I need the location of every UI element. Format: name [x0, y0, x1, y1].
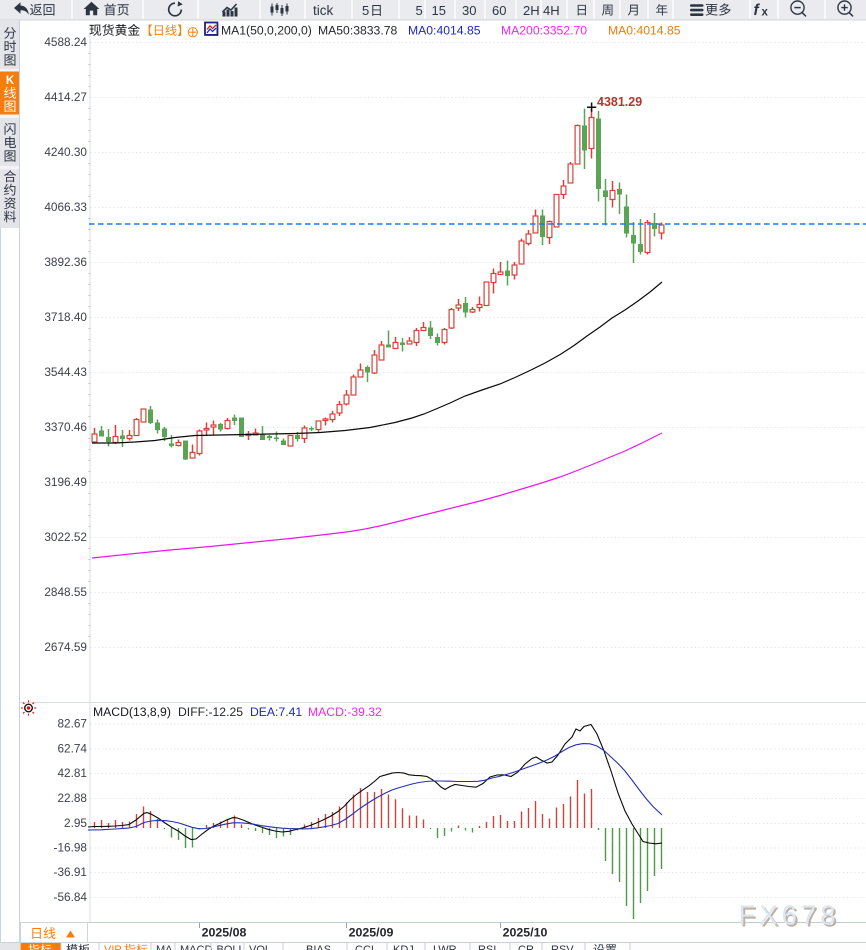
svg-text:3022.52: 3022.52: [44, 530, 87, 544]
svg-text:DIFF:-12.25: DIFF:-12.25: [178, 705, 243, 719]
svg-text:3544.43: 3544.43: [44, 365, 87, 379]
svg-text:MACD:-39.32: MACD:-39.32: [308, 705, 382, 719]
svg-text:2025/08: 2025/08: [202, 926, 247, 940]
svg-text:K: K: [6, 75, 15, 87]
svg-text:MA200:3352.70: MA200:3352.70: [501, 24, 587, 38]
svg-text:MA1(50,0,200,0): MA1(50,0,200,0): [221, 24, 312, 38]
svg-text:5: 5: [362, 3, 369, 18]
svg-text:4381.29: 4381.29: [597, 95, 642, 109]
svg-text:MACD: MACD: [180, 944, 212, 950]
svg-text:3892.36: 3892.36: [44, 255, 87, 269]
svg-text:4588.24: 4588.24: [44, 35, 87, 49]
svg-text:x: x: [762, 7, 769, 19]
svg-text:tick: tick: [313, 3, 334, 18]
svg-text:MA0:4014.85: MA0:4014.85: [408, 24, 481, 38]
svg-text:FX678: FX678: [740, 901, 841, 932]
svg-text:2848.55: 2848.55: [44, 585, 87, 599]
svg-text:MACD(13,8,9): MACD(13,8,9): [93, 705, 171, 719]
svg-text:60: 60: [492, 3, 506, 18]
svg-text:CCI: CCI: [355, 944, 374, 950]
svg-text:42.81: 42.81: [57, 766, 87, 780]
svg-text:15: 15: [432, 3, 446, 18]
svg-text:62.74: 62.74: [57, 742, 87, 756]
svg-text:KDJ: KDJ: [393, 944, 414, 950]
svg-text:BIAS: BIAS: [306, 944, 331, 950]
svg-text:3196.49: 3196.49: [44, 475, 87, 489]
svg-text:2674.59: 2674.59: [44, 640, 87, 654]
svg-text:CR: CR: [518, 944, 534, 950]
svg-text:30: 30: [462, 3, 476, 18]
svg-text:LWR: LWR: [433, 944, 457, 950]
svg-text:VOL: VOL: [249, 944, 271, 950]
svg-text:2.95: 2.95: [64, 816, 87, 830]
svg-text:4414.27: 4414.27: [44, 90, 87, 104]
svg-text:f: f: [754, 2, 761, 19]
svg-text:MA50:3833.78: MA50:3833.78: [318, 24, 398, 38]
svg-text:2025/09: 2025/09: [349, 926, 394, 940]
svg-text:RSI: RSI: [478, 944, 496, 950]
svg-text:DEA:7.41: DEA:7.41: [250, 705, 302, 719]
svg-text:2H: 2H: [523, 3, 540, 18]
svg-text:MA0:4014.85: MA0:4014.85: [608, 24, 681, 38]
svg-text:-56.84: -56.84: [54, 890, 88, 904]
svg-text:4H: 4H: [543, 3, 560, 18]
svg-text:22.88: 22.88: [57, 791, 87, 805]
svg-text:4066.33: 4066.33: [44, 200, 87, 214]
svg-text:-36.91: -36.91: [54, 865, 87, 879]
svg-text:5: 5: [416, 3, 423, 18]
svg-text:3370.46: 3370.46: [44, 420, 87, 434]
svg-text:RSV: RSV: [551, 944, 574, 950]
svg-text:-16.98: -16.98: [54, 841, 88, 855]
svg-text:BOLL: BOLL: [217, 944, 245, 950]
svg-text:VIP: VIP: [104, 944, 122, 950]
svg-text:3718.40: 3718.40: [44, 310, 87, 324]
svg-text:MA: MA: [156, 944, 173, 950]
svg-text:4240.30: 4240.30: [44, 145, 87, 159]
svg-text:82.67: 82.67: [57, 717, 87, 731]
svg-text:FX678: FX678: [739, 900, 840, 931]
svg-text:2025/10: 2025/10: [503, 926, 548, 940]
